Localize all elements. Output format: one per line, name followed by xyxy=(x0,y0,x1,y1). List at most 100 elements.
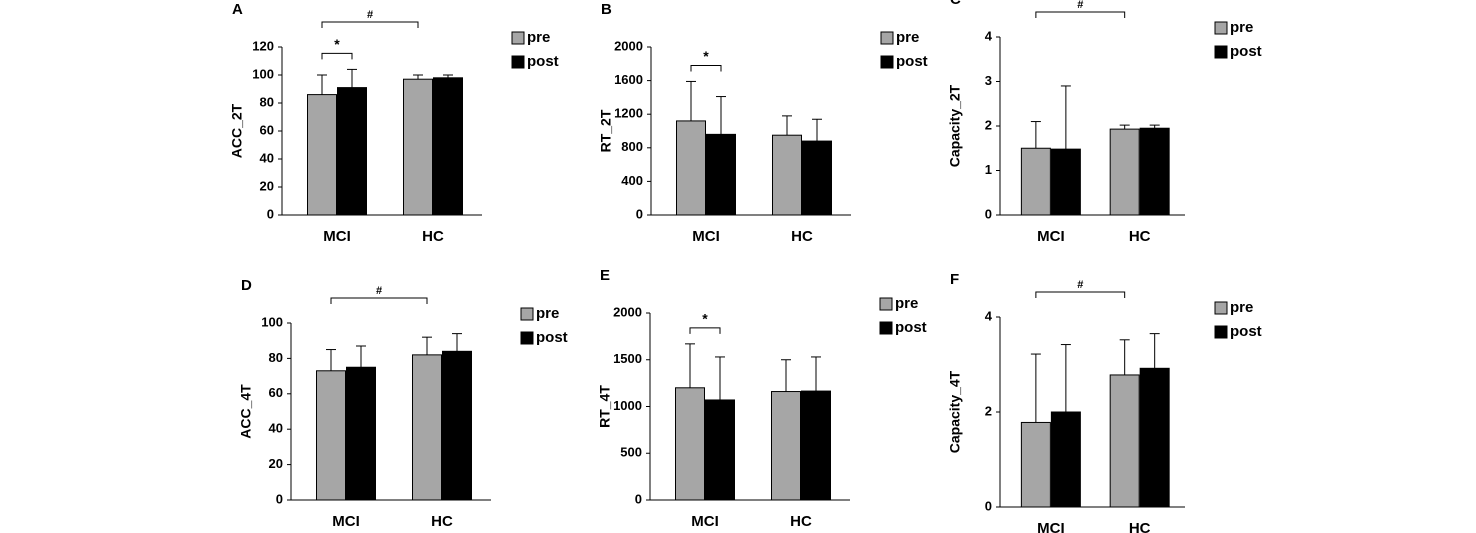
significance-bracket xyxy=(1035,11,1126,18)
x-tick-label: HC xyxy=(431,513,453,530)
legend-swatch xyxy=(1214,45,1228,59)
legend-swatch xyxy=(879,297,893,311)
y-tick-label: 0 xyxy=(985,498,992,513)
legend-swatch xyxy=(1214,325,1228,339)
y-tick-label: 1500 xyxy=(613,351,642,366)
y-tick-label: 0 xyxy=(635,491,642,506)
significance-mark: # xyxy=(376,285,382,297)
y-axis-label: Capacity_2T xyxy=(947,84,963,167)
bar xyxy=(316,370,346,501)
bar xyxy=(676,120,706,216)
significance-mark: # xyxy=(1077,279,1083,291)
bar xyxy=(802,140,832,216)
bar xyxy=(1020,147,1051,216)
legend-label: post xyxy=(536,329,568,346)
y-axis-label: RT_2T xyxy=(598,109,614,152)
panel-label: C xyxy=(950,0,961,8)
legend-swatch xyxy=(880,31,894,45)
panel-label: A xyxy=(232,1,243,18)
y-tick-label: 500 xyxy=(620,445,642,460)
y-tick-label: 3 xyxy=(985,73,992,88)
significance-mark: # xyxy=(367,9,373,21)
bar xyxy=(1139,367,1170,508)
bar xyxy=(442,350,472,501)
significance-bracket xyxy=(1035,291,1126,298)
panel-label: D xyxy=(241,277,252,294)
y-tick-label: 0 xyxy=(636,206,643,221)
legend-label: post xyxy=(896,53,928,70)
x-tick-label: HC xyxy=(791,228,813,245)
significance-mark: * xyxy=(702,311,708,327)
y-tick-label: 2000 xyxy=(614,38,643,53)
y-tick-label: 40 xyxy=(269,421,283,436)
bar xyxy=(403,78,433,216)
x-tick-label: MCI xyxy=(692,228,720,245)
y-tick-label: 1000 xyxy=(613,398,642,413)
legend-swatch xyxy=(520,331,534,345)
y-tick-label: 400 xyxy=(621,173,643,188)
legend-label: post xyxy=(1230,323,1262,340)
y-tick-label: 2 xyxy=(985,403,992,418)
y-tick-label: 1200 xyxy=(614,106,643,121)
significance-bracket xyxy=(321,21,419,28)
x-tick-label: MCI xyxy=(323,228,351,245)
y-tick-label: 0 xyxy=(267,206,274,221)
y-axis-label: RT_4T xyxy=(597,385,613,428)
bar xyxy=(412,354,442,501)
y-tick-label: 100 xyxy=(252,66,274,81)
y-tick-label: 120 xyxy=(252,38,274,53)
y-tick-label: 60 xyxy=(269,385,283,400)
legend-swatch xyxy=(1214,301,1228,315)
bar xyxy=(1109,128,1140,216)
significance-bracket xyxy=(690,64,722,72)
legend-label: pre xyxy=(527,29,550,46)
x-tick-label: HC xyxy=(790,513,812,530)
significance-mark: * xyxy=(703,48,709,64)
x-tick-label: MCI xyxy=(691,513,719,530)
y-tick-label: 2 xyxy=(985,117,992,132)
significance-bracket xyxy=(689,327,721,334)
y-tick-label: 20 xyxy=(269,456,283,471)
y-axis-label: ACC_2T xyxy=(229,103,245,158)
y-tick-label: 40 xyxy=(260,150,274,165)
bar xyxy=(1050,411,1081,508)
bar xyxy=(675,387,705,501)
significance-mark: # xyxy=(1077,0,1083,11)
legend-swatch xyxy=(1214,21,1228,35)
legend-swatch xyxy=(880,55,894,69)
bar xyxy=(705,399,735,501)
significance-bracket xyxy=(330,297,428,304)
bar xyxy=(1139,127,1170,216)
legend-label: pre xyxy=(536,305,559,322)
bar xyxy=(801,390,831,501)
bar xyxy=(337,87,367,216)
y-axis-label: Capacity_4T xyxy=(947,370,963,453)
bar xyxy=(772,134,802,216)
legend-swatch xyxy=(520,307,534,321)
bar xyxy=(307,94,337,216)
bar xyxy=(346,366,376,501)
bar xyxy=(706,133,736,216)
panel-label: B xyxy=(601,1,612,18)
x-tick-label: HC xyxy=(1129,520,1151,533)
y-tick-label: 20 xyxy=(260,178,274,193)
y-tick-label: 0 xyxy=(985,206,992,221)
bar xyxy=(1050,148,1081,216)
x-tick-label: HC xyxy=(422,228,444,245)
y-tick-label: 60 xyxy=(260,122,274,137)
significance-bracket xyxy=(321,52,353,60)
y-tick-label: 0 xyxy=(276,491,283,506)
legend-swatch xyxy=(879,321,893,335)
y-tick-label: 1 xyxy=(985,162,992,177)
bar xyxy=(1020,421,1051,508)
legend-label: pre xyxy=(1230,19,1253,36)
y-tick-label: 4 xyxy=(985,308,993,323)
legend-label: post xyxy=(1230,43,1262,60)
y-tick-label: 80 xyxy=(260,94,274,109)
legend-swatch xyxy=(511,55,525,69)
x-tick-label: MCI xyxy=(332,513,360,530)
legend-label: pre xyxy=(1230,299,1253,316)
y-tick-label: 4 xyxy=(985,28,993,43)
legend-label: post xyxy=(895,319,927,336)
